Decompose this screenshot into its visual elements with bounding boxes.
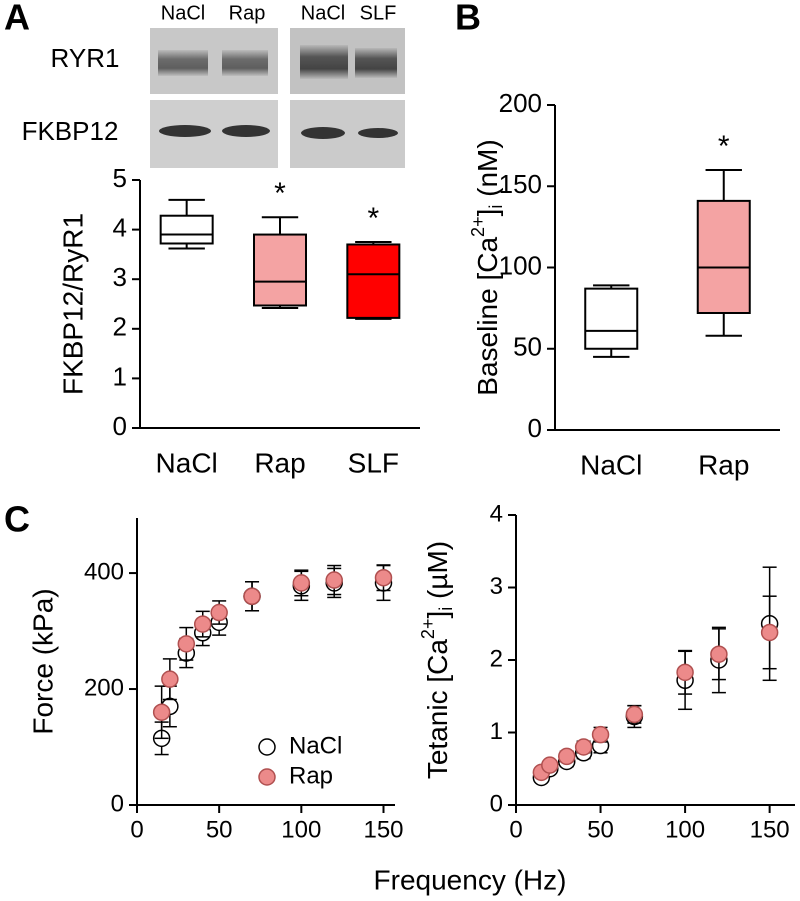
y-axis-label-part: (nM) xyxy=(472,139,503,204)
y-axis-label: Baseline [Ca2+]i (nM) xyxy=(468,139,506,395)
lane-label: SLF xyxy=(360,2,397,24)
y-tick-label: 200 xyxy=(499,88,542,118)
y-tick-label: 400 xyxy=(84,558,124,585)
legend-marker xyxy=(258,738,276,756)
lane-label: Rap xyxy=(229,2,266,24)
x-tick-label: Rap xyxy=(698,449,749,480)
point xyxy=(152,703,171,721)
point xyxy=(325,571,343,589)
y-axis-label-part: 2+ xyxy=(418,619,438,640)
y-tick-label: 5 xyxy=(113,163,127,193)
x-tick-label: Rap xyxy=(254,447,305,478)
y-axis-label-part: ] xyxy=(422,611,453,619)
point xyxy=(591,725,610,744)
point xyxy=(557,747,576,766)
box xyxy=(346,243,401,319)
point xyxy=(760,623,779,642)
y-tick-label: 1 xyxy=(113,361,127,391)
x-tick-label: SLF xyxy=(348,447,399,478)
x-tick-label: NaCl xyxy=(156,447,218,478)
y-axis-label-part: i xyxy=(436,607,456,611)
box xyxy=(253,233,307,307)
box xyxy=(584,287,639,350)
y-tick-label: 3 xyxy=(490,573,503,600)
y-axis-label-part: i xyxy=(486,205,506,209)
y-axis-label-part: (µM) xyxy=(422,541,453,607)
point xyxy=(177,635,196,653)
point xyxy=(676,663,694,682)
annotation: * xyxy=(274,177,286,210)
y-tick-label: 0 xyxy=(528,413,542,443)
blot-row-label: FKBP12 xyxy=(22,116,119,146)
y-tick-label: 4 xyxy=(113,212,127,242)
point xyxy=(210,603,228,622)
y-axis-label: Tetanic [Ca2+]i (µM) xyxy=(418,541,456,779)
panel-label: A xyxy=(4,0,30,38)
blot xyxy=(150,28,405,168)
y-axis-label-part: Baseline [Ca xyxy=(472,237,503,396)
point xyxy=(243,587,261,606)
x-axis-label: Frequency (Hz) xyxy=(374,864,567,895)
point xyxy=(625,705,644,724)
box xyxy=(696,199,751,314)
y-tick-label: 150 xyxy=(499,169,542,199)
point xyxy=(374,568,393,587)
point xyxy=(292,574,311,592)
y-tick-label: 4 xyxy=(490,500,503,527)
y-axis-label: FKBP12/RyR1 xyxy=(57,213,88,395)
y-tick-label: 1 xyxy=(490,718,503,745)
y-tick-label: 2 xyxy=(113,312,127,342)
x-tick-label: 50 xyxy=(206,816,233,843)
point xyxy=(161,670,179,688)
legend-label: NaCl xyxy=(289,732,342,759)
panel-label: C xyxy=(4,499,30,540)
point xyxy=(710,645,728,663)
y-axis-label-part: ] xyxy=(472,209,503,217)
x-tick-label: 50 xyxy=(587,816,614,843)
y-tick-label: 200 xyxy=(84,674,124,701)
y-tick-label: 0 xyxy=(111,790,124,817)
y-tick-label: 100 xyxy=(499,250,542,280)
y-tick-label: 0 xyxy=(113,411,127,441)
annotation: * xyxy=(367,202,379,235)
lane-label: NaCl xyxy=(301,2,345,24)
point xyxy=(541,756,559,774)
box xyxy=(159,214,214,245)
lane-label: NaCl xyxy=(161,2,205,24)
y-tick-label: 2 xyxy=(490,645,503,672)
x-tick-label: 100 xyxy=(281,816,321,843)
y-axis-label-part: Tetanic [Ca xyxy=(422,639,453,779)
y-tick-label: 50 xyxy=(513,332,542,362)
y-axis-label-part: 2+ xyxy=(468,216,488,237)
annotation: * xyxy=(718,130,730,163)
x-tick-label: 150 xyxy=(750,816,790,843)
y-tick-label: 3 xyxy=(113,262,127,292)
point xyxy=(574,738,593,756)
panel-label: B xyxy=(455,0,481,38)
x-tick-label: 150 xyxy=(363,816,403,843)
x-tick-label: 0 xyxy=(130,816,143,843)
x-tick-label: 100 xyxy=(665,816,705,843)
y-axis-label: Force (kPa) xyxy=(27,588,58,734)
y-tick-label: 0 xyxy=(490,790,503,817)
x-tick-label: NaCl xyxy=(580,449,642,480)
legend-label: Rap xyxy=(289,762,333,789)
point xyxy=(193,615,212,633)
blot-row-label: RYR1 xyxy=(51,43,120,73)
x-tick-label: 0 xyxy=(509,816,522,843)
legend-marker xyxy=(258,768,276,786)
